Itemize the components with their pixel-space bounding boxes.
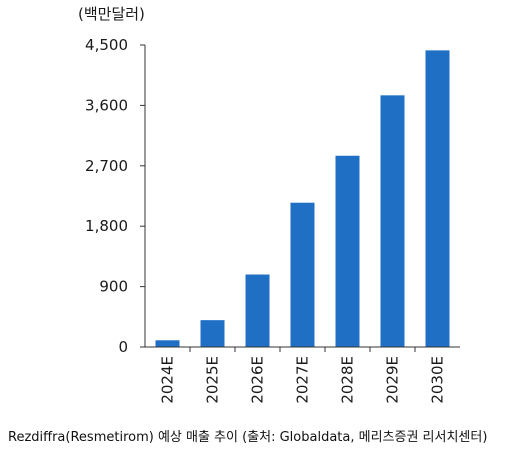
x-tick-label: 2025E <box>204 356 222 404</box>
y-axis: 0 900 1,800 2,700 3,600 4,500 <box>85 36 146 356</box>
bar-2024E <box>155 340 180 347</box>
x-tick-label: 2030E <box>429 356 447 404</box>
bar-2025E <box>200 320 225 347</box>
x-tick-label: 2026E <box>249 356 267 404</box>
x-axis: 2024E 2025E 2026E 2027E 2028E 2029E 2030E <box>145 346 460 404</box>
bar-2028E <box>335 155 360 347</box>
y-tick-label: 900 <box>99 278 128 296</box>
x-tick-label: 2029E <box>384 356 402 404</box>
x-tick-label: 2028E <box>339 356 357 404</box>
bar-2027E <box>290 202 315 347</box>
chart-caption: Rezdiffra(Resmetirom) 예상 매출 추이 (출처: Glob… <box>8 430 488 445</box>
unit-label: (백만달러) <box>78 5 145 23</box>
bar-2030E <box>425 50 450 347</box>
y-tick-label: 2,700 <box>85 157 128 175</box>
bar-2026E <box>245 274 270 347</box>
y-tick-label: 3,600 <box>85 96 128 114</box>
x-tick-label: 2027E <box>294 356 312 404</box>
y-tick-label: 1,800 <box>85 217 128 235</box>
y-tick-label: 4,500 <box>85 36 128 54</box>
bar-2029E <box>380 95 405 347</box>
x-tick-label: 2024E <box>159 356 177 404</box>
bars-group <box>155 50 450 347</box>
y-tick-label: 0 <box>118 338 128 356</box>
